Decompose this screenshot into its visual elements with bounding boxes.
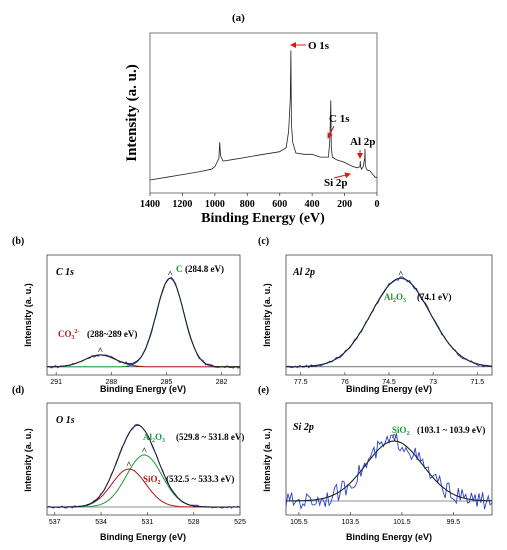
x-tick-label: 73	[429, 379, 437, 386]
raw-data-line	[285, 276, 493, 369]
panel-c-x-ticks: 77.5 76 74.5 73 71.5	[294, 372, 484, 386]
peak-marker	[398, 270, 404, 276]
component-peak	[286, 440, 492, 502]
x-tick-label: 101.5	[393, 519, 411, 526]
x-tick-label: 71.5	[470, 379, 484, 386]
panel-b-frame	[46, 254, 241, 376]
si2p-arrow	[333, 172, 351, 179]
c-al2o3-label: Al2O3	[384, 292, 406, 304]
x-tick-label: 291	[50, 379, 62, 386]
x-tick-label: 1400	[140, 199, 160, 210]
x-tick-label: 105.5	[290, 519, 308, 526]
panel-e-y-label: Intensity (a. u.)	[262, 428, 272, 492]
x-tick-label: 528	[188, 519, 200, 526]
panel-label-b: (b)	[12, 236, 24, 247]
b-co3-label: CO32-	[58, 329, 80, 341]
o1s-annotation: O 1s	[308, 40, 330, 52]
x-tick-label: 1200	[172, 199, 192, 210]
e-sio2-label: SiO2	[392, 425, 410, 437]
b-c-label: C	[176, 264, 183, 274]
peak-marker	[141, 447, 147, 453]
panel-b-plot	[46, 270, 241, 369]
panel-b-x-label: Binding Energy (eV)	[100, 384, 186, 394]
peak-marker	[126, 461, 132, 467]
panel-d-x-ticks: 537 534 531 528 525	[49, 512, 246, 526]
peak-marker	[97, 347, 103, 353]
x-tick-label: 600	[272, 199, 287, 210]
panel-e-plot	[285, 433, 493, 511]
panel-a-x-label: Binding Energy (eV)	[201, 211, 325, 226]
panel-c-title: Al 2p	[292, 267, 315, 278]
x-tick-label: 288	[105, 379, 117, 386]
panel-b-y-label: Intensity (a. u.)	[23, 283, 33, 347]
panel-label-c: (c)	[258, 236, 269, 247]
fitted-envelope	[47, 424, 240, 508]
panel-b-x-ticks: 291 288 285 282	[50, 372, 228, 386]
si2p-annotation: Si 2p	[324, 177, 348, 189]
panel-label-d: (d)	[12, 385, 24, 396]
panel-d-x-label: Binding Energy (eV)	[100, 532, 186, 542]
x-tick-label: 285	[161, 379, 173, 386]
panel-d-y-label: Intensity (a. u.)	[23, 428, 33, 492]
panel-c-plot	[285, 270, 493, 369]
panel-e-x-ticks: 105.5 103.5 101.5 99.5	[290, 512, 460, 526]
panel-d-title: O 1s	[56, 415, 75, 426]
x-tick-label: 531	[142, 519, 154, 526]
x-tick-label: 99.5	[447, 519, 461, 526]
c-al2o3-value: (74.1 eV)	[417, 292, 452, 302]
fitted-envelope	[286, 440, 492, 502]
peak-marker	[391, 433, 397, 439]
panel-a-x-ticks: 1400 1200 1000 800 600 400 200 0	[140, 193, 380, 210]
x-tick-label: 74.5	[382, 379, 396, 386]
peak-marker	[167, 270, 173, 276]
panel-a-y-label: Intensity (a. u.)	[124, 64, 140, 162]
c1s-annotation: C 1s	[329, 113, 350, 125]
d-al2o3-label: Al2O3	[143, 432, 165, 444]
x-tick-label: 1000	[205, 199, 225, 210]
d-sio2-label: SiO2	[143, 474, 161, 486]
x-tick-label: 103.5	[342, 519, 360, 526]
panel-a-frame	[149, 32, 378, 194]
x-tick-label: 76	[341, 379, 349, 386]
e-sio2-value: (103.1 ~ 103.9 eV)	[417, 425, 485, 435]
x-tick-label: 537	[49, 519, 61, 526]
panel-b-title: C 1s	[56, 267, 74, 278]
al2p-annotation: Al 2p	[350, 136, 375, 148]
x-tick-label: 800	[240, 199, 255, 210]
panel-label-a: (a)	[232, 12, 245, 24]
x-tick-label: 400	[305, 199, 320, 210]
panel-e-x-label: Binding Energy (eV)	[346, 532, 432, 542]
d-sio2-value: (532.5 ~ 533.3 eV)	[166, 474, 234, 484]
panel-c-y-label: Intensity (a. u.)	[262, 283, 272, 347]
panel-e-title: Si 2p	[293, 422, 314, 433]
panel-c-x-label: Binding Energy (eV)	[346, 384, 432, 394]
fitted-envelope	[286, 277, 493, 368]
survey-spectrum-line	[149, 50, 377, 181]
x-tick-label: 200	[337, 199, 352, 210]
b-c-value: (284.8 eV)	[185, 264, 224, 274]
raw-data-line	[285, 433, 493, 511]
fitted-envelope	[47, 277, 240, 368]
x-tick-label: 525	[234, 519, 246, 526]
panel-d-frame	[46, 402, 241, 516]
raw-data-line	[46, 276, 241, 369]
x-tick-label: 77.5	[294, 379, 308, 386]
c1s-arrow	[327, 125, 335, 139]
b-co3-value: (288~289 eV)	[87, 329, 137, 339]
x-tick-label: 534	[95, 519, 107, 526]
d-al2o3-value: (529.8 ~ 531.8 eV)	[176, 432, 244, 442]
x-tick-label: 282	[216, 379, 228, 386]
panel-e-frame	[285, 402, 493, 516]
panel-d-plot	[46, 423, 241, 509]
panel-label-e: (e)	[258, 385, 269, 396]
x-tick-label: 0	[375, 199, 380, 210]
